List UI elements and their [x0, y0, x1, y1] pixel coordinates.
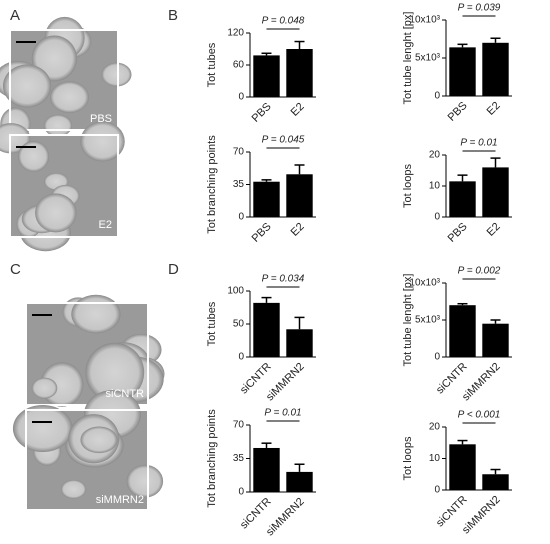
image-label: siCNTR	[106, 388, 145, 400]
annotation: P = 0.045	[262, 135, 305, 146]
x-tick-label: PBS	[446, 100, 470, 124]
panel-label: D	[168, 261, 179, 278]
panel-label: B	[168, 7, 178, 24]
image-label: E2	[99, 219, 112, 231]
annotation: P = 0.002	[458, 266, 501, 277]
bar	[253, 447, 280, 492]
y-tick-label: 0	[238, 487, 244, 498]
panel-label: A	[10, 7, 20, 24]
y-tick-label: 5x10³	[415, 315, 441, 326]
x-tick-label: E2	[289, 221, 307, 239]
y-tick-label: 70	[233, 147, 245, 158]
annotation: P = 0.01	[460, 138, 497, 149]
y-tick-label: 35	[233, 179, 245, 190]
micrograph-frame	[25, 409, 149, 511]
cell-region	[80, 121, 125, 162]
cell-region	[12, 404, 73, 453]
image-label: siMMRN2	[96, 494, 144, 506]
y-tick-label: 0	[238, 212, 244, 223]
cell-region	[35, 193, 77, 233]
bar	[286, 471, 313, 492]
y-tick-label: 0	[238, 92, 244, 103]
x-tick-label: E2	[485, 221, 503, 239]
x-tick-label: PBS	[250, 221, 274, 245]
bar	[253, 302, 280, 357]
cell-region	[71, 294, 121, 334]
y-tick-label: 100	[227, 286, 244, 297]
y-tick-label: 0	[434, 91, 440, 102]
x-tick-label: PBS	[446, 221, 470, 245]
annotation: P < 0.001	[458, 410, 501, 421]
x-tick-label: E2	[289, 101, 307, 119]
y-tick-label: 10x10³	[409, 15, 440, 26]
cell-region	[31, 377, 58, 399]
y-tick-label: 0	[238, 352, 244, 363]
y-tick-label: 0	[434, 212, 440, 223]
y-tick-label: 60	[233, 60, 245, 71]
micrograph-frame	[9, 134, 119, 238]
bar	[449, 181, 476, 217]
annotation: P = 0.01	[264, 408, 301, 419]
bar	[449, 444, 476, 490]
y-tick-label: 0	[434, 352, 440, 363]
panel-label: C	[10, 261, 21, 278]
y-axis-label: Tot tubes	[206, 301, 218, 346]
y-tick-label: 70	[233, 420, 245, 431]
y-tick-label: 50	[233, 319, 245, 330]
micrographs	[0, 16, 165, 511]
cell-region	[85, 342, 145, 403]
cell-region	[60, 479, 87, 499]
y-tick-label: 10	[429, 453, 441, 464]
y-axis-label: Tot branching points	[206, 135, 218, 234]
cell-region	[2, 64, 52, 108]
bar	[482, 323, 509, 357]
image-label: PBS	[90, 113, 112, 125]
bar	[286, 49, 313, 97]
micrograph-frame	[9, 29, 119, 131]
cell-region	[126, 464, 164, 498]
y-tick-label: 0	[434, 485, 440, 496]
y-axis-label: Tot branching points	[206, 409, 218, 508]
y-tick-label: 10	[429, 181, 441, 192]
y-tick-label: 10x10³	[409, 278, 440, 289]
annotation: P = 0.039	[458, 3, 501, 14]
bar	[449, 305, 476, 357]
bar	[482, 42, 509, 96]
y-tick-label: 20	[429, 422, 441, 433]
cell-region	[43, 114, 73, 137]
bar	[286, 329, 313, 357]
bar	[253, 55, 280, 97]
y-axis-label: Tot loops	[402, 436, 414, 481]
y-tick-label: 20	[429, 150, 441, 161]
x-tick-label: E2	[485, 100, 503, 118]
bar	[286, 174, 313, 217]
bar	[449, 47, 476, 96]
cell-region	[80, 426, 118, 454]
cell-region	[49, 81, 89, 114]
bar	[482, 167, 509, 217]
y-axis-label: Tot tube lenght [px]	[402, 274, 414, 367]
y-tick-label: 35	[233, 453, 245, 464]
y-tick-label: 5x10³	[415, 53, 441, 64]
y-axis-label: Tot loops	[402, 163, 414, 208]
cell-region	[31, 35, 77, 82]
bar	[482, 474, 509, 490]
cell-region	[18, 140, 50, 172]
bar	[253, 181, 280, 217]
y-axis-label: Tot tubes	[206, 42, 218, 87]
cell-region	[101, 62, 132, 87]
annotation: P = 0.034	[262, 274, 305, 285]
x-tick-label: PBS	[250, 101, 274, 125]
y-axis-label: Tot tube lenght [px]	[402, 12, 414, 105]
annotation: P = 0.048	[262, 16, 305, 27]
y-tick-label: 120	[227, 28, 244, 39]
